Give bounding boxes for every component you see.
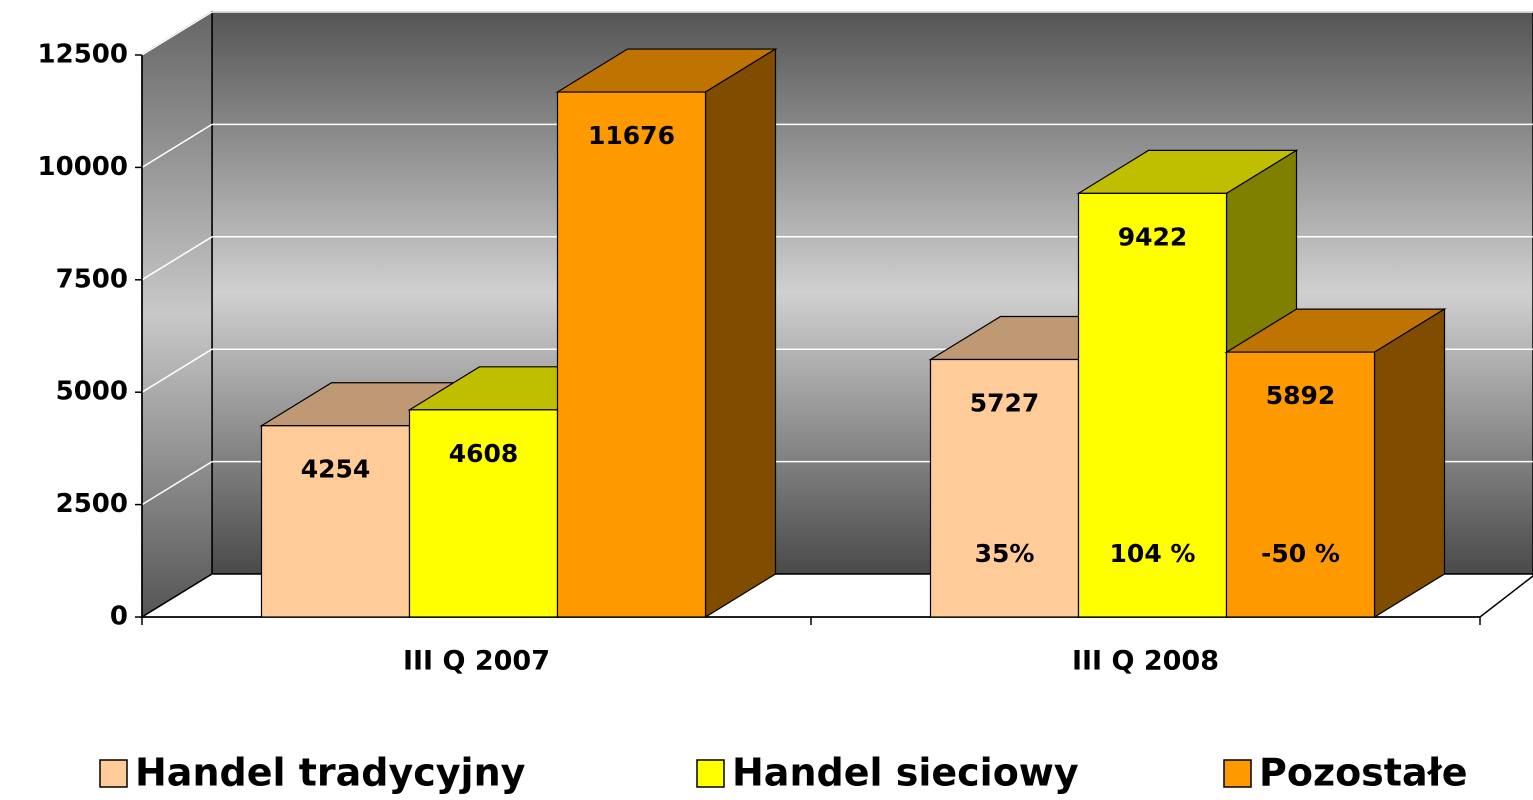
value-label: 5727 bbox=[970, 389, 1040, 418]
grid-line bbox=[141, 348, 213, 393]
change-label: -50 % bbox=[1261, 539, 1340, 568]
y-tick-label: 2500 bbox=[56, 489, 128, 519]
plot: 0 2500 5000 7500 10000 12500 III Q 2007 4254 460… bbox=[38, 10, 1533, 795]
value-label: 11676 bbox=[588, 121, 675, 150]
change-label: 104 % bbox=[1110, 539, 1196, 568]
legend-swatch bbox=[696, 759, 725, 788]
legend-swatch bbox=[99, 759, 128, 788]
legend-label: Handel tradycyjny bbox=[135, 751, 526, 795]
grid-line bbox=[141, 11, 213, 56]
legend-label: Pozostałe bbox=[1259, 751, 1467, 795]
side-wall bbox=[141, 10, 213, 619]
y-tick-label: 7500 bbox=[56, 264, 128, 294]
bar-side bbox=[1373, 308, 1446, 619]
grid-line bbox=[141, 236, 213, 281]
x-tick-label: III Q 2007 bbox=[403, 646, 550, 677]
y-tick-label: 12500 bbox=[38, 40, 128, 70]
bar-side bbox=[704, 47, 777, 619]
y-tick-label: 10000 bbox=[38, 152, 128, 182]
change-label: 35% bbox=[975, 539, 1035, 568]
grid-line bbox=[141, 460, 213, 506]
bar bbox=[1077, 192, 1228, 618]
bar bbox=[1225, 351, 1376, 618]
value-label: 4608 bbox=[449, 439, 519, 468]
value-label: 9422 bbox=[1118, 222, 1188, 251]
value-label: 4254 bbox=[301, 455, 371, 484]
bar bbox=[556, 91, 707, 618]
y-tick-label: 0 bbox=[110, 602, 128, 632]
y-tick-label: 5000 bbox=[56, 377, 128, 407]
grid-line bbox=[141, 123, 213, 169]
bar bbox=[408, 409, 559, 618]
x-tick-label: III Q 2008 bbox=[1072, 646, 1219, 677]
bar bbox=[260, 425, 411, 618]
bar bbox=[929, 358, 1080, 618]
legend-swatch bbox=[1223, 759, 1252, 788]
legend-label: Handel sieciowy bbox=[732, 751, 1079, 795]
value-label: 5892 bbox=[1266, 381, 1336, 410]
